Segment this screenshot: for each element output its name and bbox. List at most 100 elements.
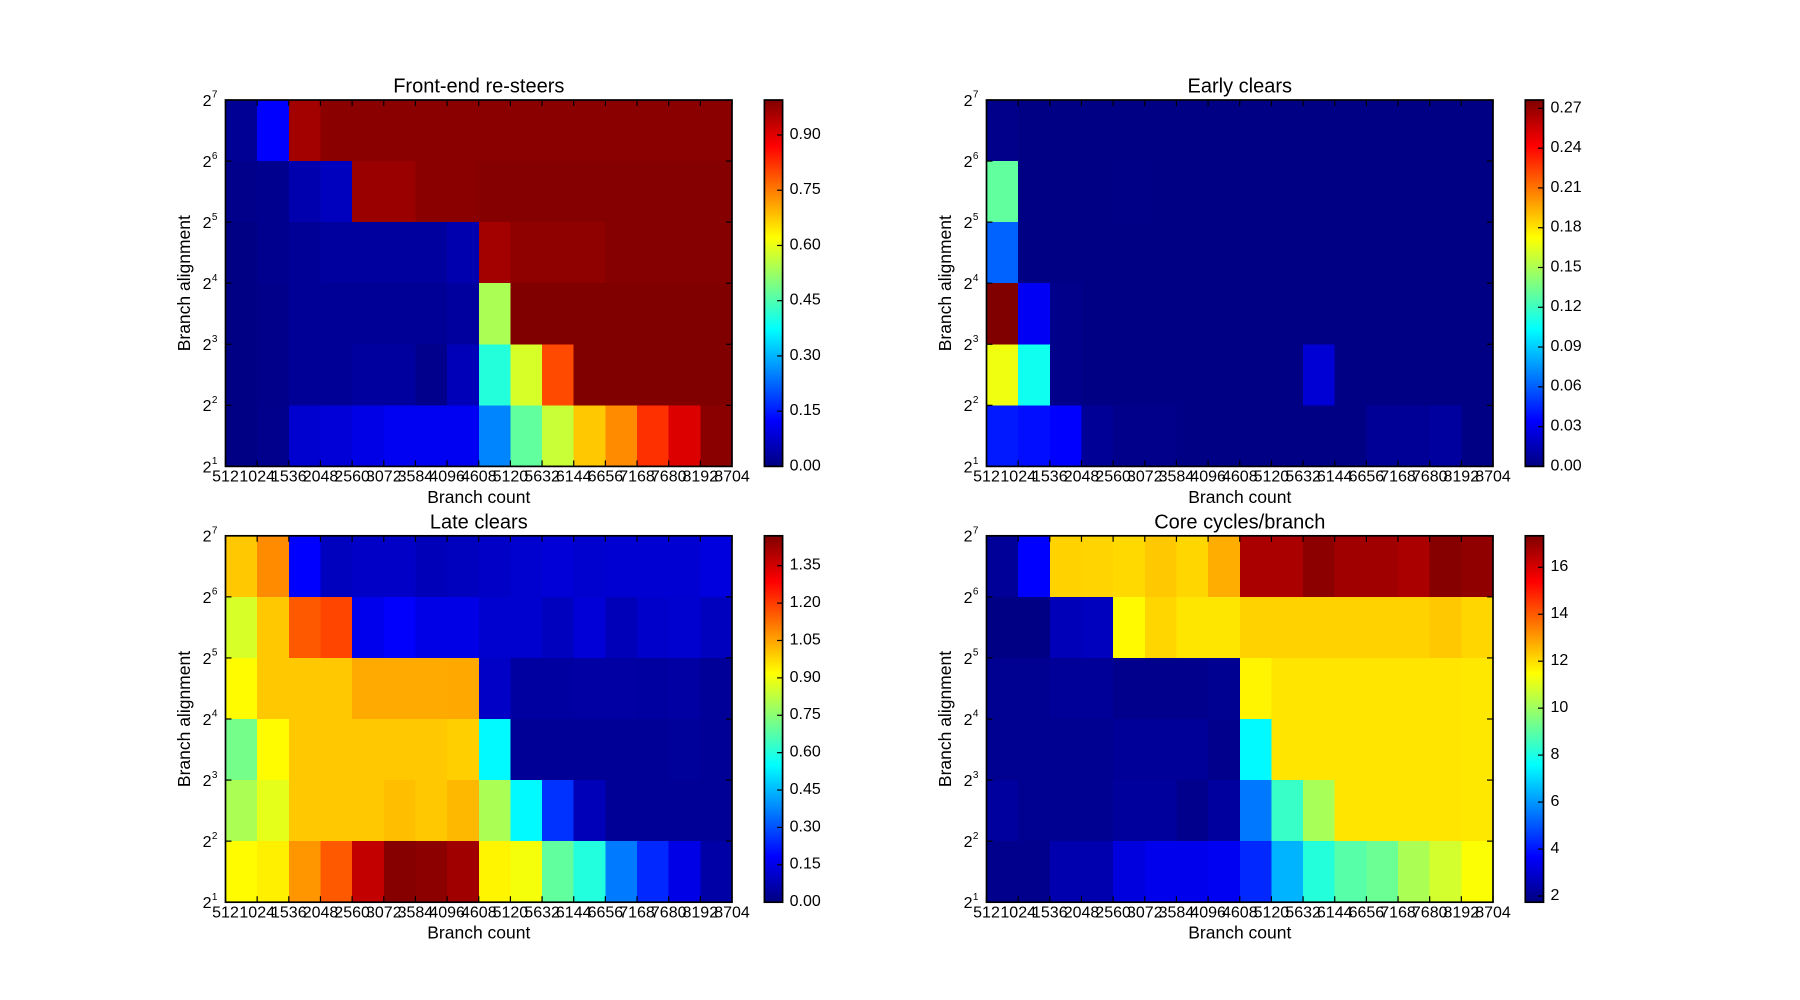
svg-text:7168: 7168 bbox=[619, 469, 655, 486]
svg-text:4608: 4608 bbox=[461, 469, 497, 486]
svg-text:0.00: 0.00 bbox=[1551, 457, 1582, 474]
svg-text:7680: 7680 bbox=[651, 469, 687, 486]
svg-text:2: 2 bbox=[203, 276, 212, 293]
svg-text:2: 2 bbox=[203, 398, 212, 415]
svg-text:5120: 5120 bbox=[1254, 905, 1290, 922]
svg-text:1024: 1024 bbox=[1000, 905, 1036, 922]
svg-text:4608: 4608 bbox=[1222, 905, 1258, 922]
svg-text:Branch count: Branch count bbox=[427, 487, 530, 507]
svg-text:0.15: 0.15 bbox=[790, 402, 821, 419]
svg-text:2: 2 bbox=[964, 215, 973, 232]
svg-text:7: 7 bbox=[973, 90, 979, 101]
svg-text:2: 2 bbox=[964, 154, 973, 171]
svg-text:8192: 8192 bbox=[683, 469, 719, 486]
svg-text:7680: 7680 bbox=[651, 905, 687, 922]
svg-text:8704: 8704 bbox=[1475, 469, 1511, 486]
svg-text:7: 7 bbox=[973, 526, 979, 537]
svg-text:5120: 5120 bbox=[1254, 469, 1290, 486]
svg-text:2: 2 bbox=[203, 459, 212, 476]
svg-text:0.27: 0.27 bbox=[1551, 99, 1582, 116]
svg-text:8704: 8704 bbox=[1475, 905, 1511, 922]
svg-text:1536: 1536 bbox=[1032, 905, 1068, 922]
svg-text:4: 4 bbox=[973, 273, 979, 284]
svg-text:5: 5 bbox=[212, 212, 218, 223]
svg-text:0.45: 0.45 bbox=[790, 292, 821, 309]
svg-text:7680: 7680 bbox=[1412, 469, 1448, 486]
svg-text:3584: 3584 bbox=[398, 469, 434, 486]
svg-text:6144: 6144 bbox=[556, 469, 592, 486]
svg-text:2048: 2048 bbox=[303, 905, 339, 922]
svg-text:Branch alignment: Branch alignment bbox=[174, 215, 194, 351]
svg-text:1024: 1024 bbox=[239, 905, 275, 922]
svg-text:6656: 6656 bbox=[1349, 469, 1385, 486]
svg-text:2: 2 bbox=[203, 154, 212, 171]
svg-text:1.20: 1.20 bbox=[790, 594, 821, 611]
svg-text:2: 2 bbox=[203, 773, 212, 790]
svg-text:0.45: 0.45 bbox=[790, 781, 821, 798]
svg-text:Branch count: Branch count bbox=[427, 923, 530, 943]
svg-text:4: 4 bbox=[1551, 840, 1560, 857]
svg-text:Branch alignment: Branch alignment bbox=[174, 651, 194, 787]
svg-text:16: 16 bbox=[1551, 558, 1569, 575]
svg-text:1: 1 bbox=[973, 456, 979, 467]
svg-text:6: 6 bbox=[973, 587, 979, 598]
svg-text:0.75: 0.75 bbox=[790, 181, 821, 198]
svg-text:4096: 4096 bbox=[429, 905, 465, 922]
svg-text:0.15: 0.15 bbox=[790, 856, 821, 873]
svg-text:7: 7 bbox=[212, 526, 218, 537]
svg-text:4: 4 bbox=[973, 709, 979, 720]
svg-text:3584: 3584 bbox=[1159, 905, 1195, 922]
svg-text:5632: 5632 bbox=[524, 469, 560, 486]
svg-text:2: 2 bbox=[212, 831, 218, 842]
svg-text:1536: 1536 bbox=[271, 905, 307, 922]
svg-text:5: 5 bbox=[973, 648, 979, 659]
svg-text:Branch alignment: Branch alignment bbox=[935, 215, 955, 351]
svg-text:2: 2 bbox=[212, 395, 218, 406]
svg-text:512: 512 bbox=[973, 469, 1000, 486]
svg-text:2: 2 bbox=[964, 398, 973, 415]
svg-text:Branch alignment: Branch alignment bbox=[935, 651, 955, 787]
svg-text:0.30: 0.30 bbox=[790, 347, 821, 364]
svg-text:0.60: 0.60 bbox=[790, 236, 821, 253]
svg-text:6144: 6144 bbox=[1317, 469, 1353, 486]
svg-text:2: 2 bbox=[203, 651, 212, 668]
svg-text:1024: 1024 bbox=[239, 469, 275, 486]
svg-text:8192: 8192 bbox=[1444, 469, 1480, 486]
svg-text:Branch count: Branch count bbox=[1188, 923, 1291, 943]
svg-text:7: 7 bbox=[212, 90, 218, 101]
svg-text:4: 4 bbox=[212, 709, 218, 720]
svg-text:2: 2 bbox=[203, 337, 212, 354]
svg-text:5120: 5120 bbox=[493, 905, 529, 922]
svg-text:1: 1 bbox=[212, 892, 218, 903]
svg-text:6144: 6144 bbox=[1317, 905, 1353, 922]
svg-text:Branch count: Branch count bbox=[1188, 487, 1291, 507]
svg-text:0.15: 0.15 bbox=[1551, 258, 1582, 275]
svg-text:2: 2 bbox=[964, 895, 973, 912]
svg-text:14: 14 bbox=[1551, 605, 1569, 622]
svg-text:1.05: 1.05 bbox=[790, 631, 821, 648]
svg-text:0.00: 0.00 bbox=[790, 893, 821, 910]
svg-text:2: 2 bbox=[964, 834, 973, 851]
svg-text:0.09: 0.09 bbox=[1551, 338, 1582, 355]
svg-text:2: 2 bbox=[203, 590, 212, 607]
svg-text:4096: 4096 bbox=[1190, 469, 1226, 486]
svg-text:5632: 5632 bbox=[524, 905, 560, 922]
svg-text:0.90: 0.90 bbox=[790, 126, 821, 143]
svg-text:12: 12 bbox=[1551, 652, 1569, 669]
svg-text:6656: 6656 bbox=[1349, 905, 1385, 922]
svg-text:3584: 3584 bbox=[1159, 469, 1195, 486]
svg-text:2: 2 bbox=[964, 337, 973, 354]
svg-text:5: 5 bbox=[212, 648, 218, 659]
svg-text:2: 2 bbox=[964, 773, 973, 790]
svg-text:4608: 4608 bbox=[1222, 469, 1258, 486]
svg-text:6: 6 bbox=[212, 587, 218, 598]
svg-text:2: 2 bbox=[964, 93, 973, 110]
svg-text:Front-end re-steers: Front-end re-steers bbox=[393, 76, 564, 98]
svg-text:3: 3 bbox=[973, 334, 979, 345]
svg-text:5120: 5120 bbox=[493, 469, 529, 486]
svg-text:2560: 2560 bbox=[1095, 905, 1131, 922]
svg-text:2560: 2560 bbox=[334, 905, 370, 922]
svg-text:4608: 4608 bbox=[461, 905, 497, 922]
svg-text:6656: 6656 bbox=[588, 469, 624, 486]
svg-text:6: 6 bbox=[1551, 793, 1560, 810]
